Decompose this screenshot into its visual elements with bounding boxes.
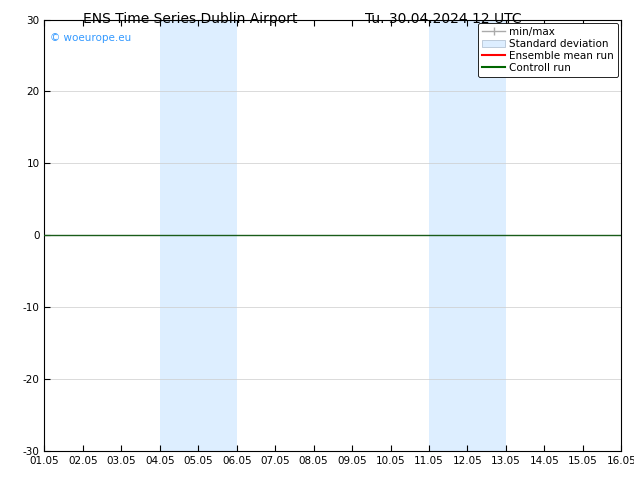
Bar [429, 20, 506, 451]
Text: Tu. 30.04.2024 12 UTC: Tu. 30.04.2024 12 UTC [365, 12, 522, 26]
Text: ENS Time Series Dublin Airport: ENS Time Series Dublin Airport [83, 12, 297, 26]
Legend: min/max, Standard deviation, Ensemble mean run, Controll run: min/max, Standard deviation, Ensemble me… [478, 23, 618, 77]
Text: © woeurope.eu: © woeurope.eu [50, 32, 131, 43]
Bar [160, 20, 236, 451]
